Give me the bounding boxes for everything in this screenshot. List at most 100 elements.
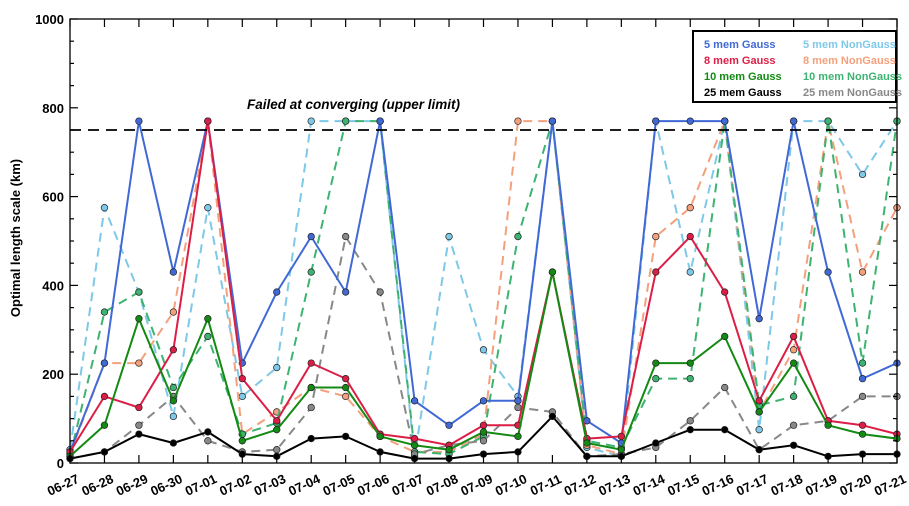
x-tick-label: 07-08 [424,471,460,499]
data-point [376,288,384,296]
data-point [342,288,350,296]
upper-limit-annotation: Failed at converging (upper limit) [247,97,461,112]
data-point [307,383,315,392]
data-point [342,374,350,383]
series-lines [66,117,901,463]
data-point [514,397,522,405]
y-tick-label: 0 [57,456,64,471]
data-point [410,397,419,405]
x-tick-label: 07-21 [872,471,908,499]
y-tick-label: 1000 [35,12,64,27]
x-tick-label: 07-02 [217,471,253,499]
data-point [652,268,660,276]
x-tick-label: 07-03 [252,471,288,499]
data-point [858,392,867,401]
data-point [238,392,246,401]
data-point [342,117,350,125]
data-point [514,448,522,456]
data-point [135,403,143,412]
data-point [789,441,798,449]
y-tick-label: 600 [42,190,64,205]
data-point [548,117,557,125]
data-point [755,446,763,454]
data-point [514,403,522,412]
data-point [583,439,591,447]
data-point [479,346,488,354]
data-point [204,315,212,323]
data-point [169,346,178,354]
data-point [686,204,694,212]
x-tick-label: 07-11 [528,471,564,498]
x-tick-label: 06-30 [148,471,184,499]
x-tick-label: 07-16 [700,471,736,499]
data-point [686,268,694,276]
legend-entry: 10 mem NonGauss [803,71,902,83]
data-point [514,432,522,441]
data-point [376,448,384,456]
x-tick-label: 07-09 [458,471,494,499]
data-point [514,232,522,241]
x-tick-label: 07-05 [320,471,356,499]
data-point [135,359,143,367]
data-point [135,288,143,296]
data-point [755,397,763,405]
data-point [824,117,832,125]
x-tick-label: 07-04 [286,471,323,499]
x-tick-label: 07-12 [562,471,598,499]
data-point [169,308,178,316]
x-tick-label: 07-14 [631,471,668,499]
x-tick-label: 07-17 [734,471,770,499]
data-point [204,428,212,436]
data-point [686,417,694,425]
series-5-mem-nongauss [66,117,901,460]
data-point [686,374,694,383]
data-point [100,204,109,212]
data-point [548,268,557,276]
data-point [307,359,315,367]
data-point [789,332,798,341]
data-point [789,346,798,354]
x-tick-label: 07-19 [803,471,839,499]
data-point [169,439,178,447]
data-point [858,170,867,179]
legend-entry: 8 mem Gauss [704,55,776,67]
data-point [789,359,798,367]
data-point [238,374,246,383]
legend-entry: 25 mem NonGauss [803,87,902,99]
data-point [273,288,281,296]
data-point [169,383,178,392]
data-point [652,232,660,241]
data-point [342,232,350,241]
y-tick-label: 200 [42,367,64,382]
y-tick-label: 400 [42,278,64,293]
data-point [445,421,453,429]
data-point [273,417,281,425]
x-tick-label: 07-10 [493,471,529,499]
data-point [652,439,660,447]
data-point [686,232,694,241]
data-point [479,437,488,445]
data-point [100,359,109,367]
data-point [135,421,143,429]
x-tick-label: 07-15 [665,471,701,499]
data-point [169,268,178,276]
legend: 5 mem Gauss 8 mem Gauss 10 mem Gauss 25 mem… [692,30,902,103]
data-point [273,426,281,434]
data-point [410,441,419,449]
data-point [824,421,832,429]
data-point [100,421,109,429]
data-point [410,434,419,443]
x-tick-label: 07-01 [183,471,219,499]
data-point [479,397,488,405]
data-point [342,392,350,401]
legend-entry: 5 mem Gauss [704,39,776,51]
data-point [204,117,212,125]
data-point [135,430,143,438]
data-point [755,408,763,416]
data-point [789,421,798,429]
data-point [548,412,557,421]
data-point [686,359,694,367]
x-tick-label: 07-20 [837,471,873,499]
data-point [135,315,143,323]
data-point [204,204,212,212]
